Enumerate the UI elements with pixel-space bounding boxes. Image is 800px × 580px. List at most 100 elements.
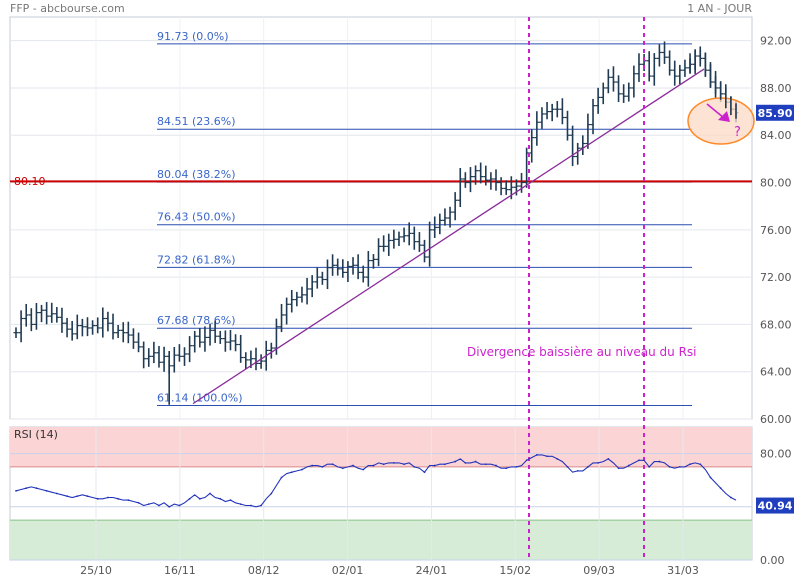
x-tick-label: 25/10 [80,564,112,577]
price-bar [227,329,233,351]
price-y-tick-label: 84.00 [760,129,792,142]
price-bar [192,330,198,353]
rsi-point [403,463,405,466]
rsi-point [525,459,528,462]
price-bar [529,129,535,163]
price-bar [462,172,468,188]
fib-level-label: 67.68 (78.6%) [157,314,236,327]
last-rsi-value: 40.94 [758,500,793,513]
rsi-point [627,464,630,467]
rsi-point [188,497,191,500]
price-bar [84,317,90,337]
price-bar [386,233,392,256]
price-bar [360,265,366,283]
rsi-point [392,462,395,464]
rsi-point [699,463,702,466]
rsi-point [576,469,579,472]
rsi-point [147,503,150,506]
price-bar [44,302,50,325]
rsi-title: RSI (14) [14,428,58,441]
price-bars [13,41,739,405]
rsi-point [341,467,344,470]
rsi-point [638,459,640,462]
rsi-zones [10,427,752,560]
price-bar [478,162,484,184]
price-bar [539,107,545,129]
price-bar [340,259,346,278]
price-bar [156,346,162,368]
rsi-y-tick-label: 80.00 [760,448,792,461]
rsi-point [117,497,120,500]
price-bar [370,254,376,269]
price-bar [437,213,443,235]
rsi-point [209,492,211,495]
price-grid [10,17,752,420]
price-bar [95,317,101,334]
price-bar [18,310,24,343]
rsi-point [158,504,160,507]
price-bar [411,226,417,250]
price-bar [105,311,111,332]
rsi-point [239,503,242,506]
fib-level-label: 80.04 (38.2%) [157,168,236,181]
price-bar [519,172,525,193]
rsi-point [290,471,293,474]
price-bar [554,101,560,118]
price-bar [171,346,177,373]
price-bar [294,291,300,307]
rsi-point [678,466,681,468]
price-bar [187,336,193,363]
rsi-point [96,497,99,500]
price-bar [100,307,106,338]
rsi-point [25,487,28,490]
price-bar [13,327,19,339]
price-bar [401,227,407,243]
price-bar [90,320,96,335]
rsi-point [86,495,89,498]
rsi-point [505,467,508,470]
rsi-point [249,504,252,507]
price-bar [59,307,65,333]
price-bar [422,239,428,263]
price-bar [513,179,519,196]
price-y-tick-label: 68.00 [760,318,792,331]
price-bar [682,59,688,77]
price-bar [473,165,479,185]
rsi-point [362,468,365,471]
last-price-value: 85.90 [758,107,793,120]
price-bar [238,334,244,363]
price-bar [498,177,504,196]
x-tick-label: 09/03 [583,564,615,577]
price-bar [284,297,290,325]
rsi-grid [10,427,752,561]
price-bar [299,286,305,303]
rsi-point [617,467,620,470]
x-tick-label: 31/03 [667,564,699,577]
x-tick-label: 15/02 [499,564,531,577]
price-bar [524,147,530,188]
price-bar [23,303,29,327]
rsi-point [382,463,385,466]
price-bar [391,229,397,249]
price-bar [549,103,555,122]
rsi-point [107,496,109,499]
price-bar [600,82,606,105]
price-bar [217,330,223,344]
chart-title: FFP - abcbourse.com [10,2,125,15]
ellipse-annotation [687,50,755,145]
price-y-tick-label: 60.00 [760,413,792,426]
price-bar [381,235,387,252]
price-bar [319,271,325,285]
rsi-point [280,476,283,479]
fib-level-label: 76.43 (50.0%) [157,211,236,224]
price-bar [268,342,274,359]
price-bar [570,125,576,167]
price-bar [564,110,570,141]
price-bar [64,317,70,338]
price-bar [309,275,315,298]
price-y-tick-label: 72.00 [760,271,792,284]
price-bar [33,303,39,330]
rsi-point [607,458,610,460]
rsi-point [66,495,68,498]
